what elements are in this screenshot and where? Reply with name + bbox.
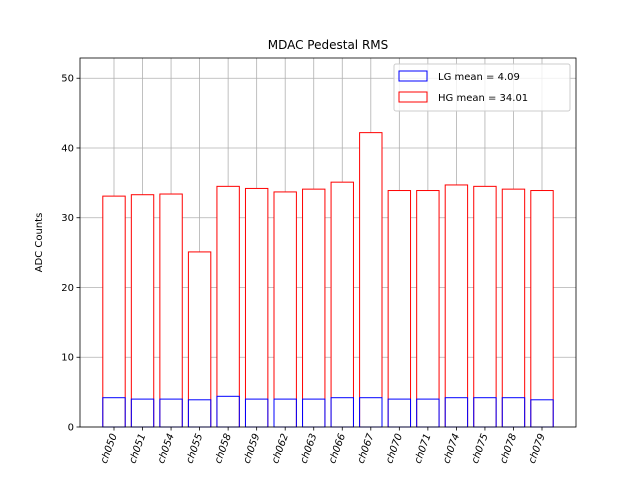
bar-hg [359, 132, 383, 428]
y-axis-label: ADC Counts [34, 213, 45, 273]
legend: LG mean = 4.09 HG mean = 34.01 [393, 63, 571, 112]
bar-hg [530, 190, 554, 428]
y-tick-label: 30 [61, 213, 74, 224]
y-axis-ticks: 0 10 20 30 40 50 [61, 74, 80, 434]
bar-hg [302, 188, 326, 428]
legend-swatch-hg [398, 91, 428, 103]
bar-hg [130, 194, 155, 428]
bar-hg [501, 188, 526, 428]
bar-hg [416, 190, 440, 428]
bar-hg [330, 181, 354, 428]
legend-swatch-lg [398, 70, 428, 82]
bar-hg [244, 187, 269, 428]
legend-box [393, 63, 571, 112]
bar-hg [473, 185, 497, 428]
bar-hg [387, 190, 412, 428]
y-tick-label: 10 [61, 353, 74, 364]
y-tick-label: 20 [61, 283, 74, 294]
y-tick-label: 50 [61, 74, 74, 85]
plot-frame [79, 57, 577, 428]
bar-hg [159, 193, 183, 428]
y-tick-label: 0 [68, 423, 74, 434]
legend-label-lg: LG mean = 4.09 [438, 72, 520, 83]
bar-hg [102, 195, 126, 428]
y-tick-label: 40 [61, 143, 74, 154]
bar-hg [273, 191, 297, 428]
bars [102, 132, 554, 428]
bar-hg [444, 184, 469, 428]
legend-label-hg: HG mean = 34.01 [438, 93, 528, 104]
chart-title: MDAC Pedestal RMS [268, 38, 389, 52]
bar-hg [187, 251, 212, 428]
bar-hg [216, 185, 240, 428]
